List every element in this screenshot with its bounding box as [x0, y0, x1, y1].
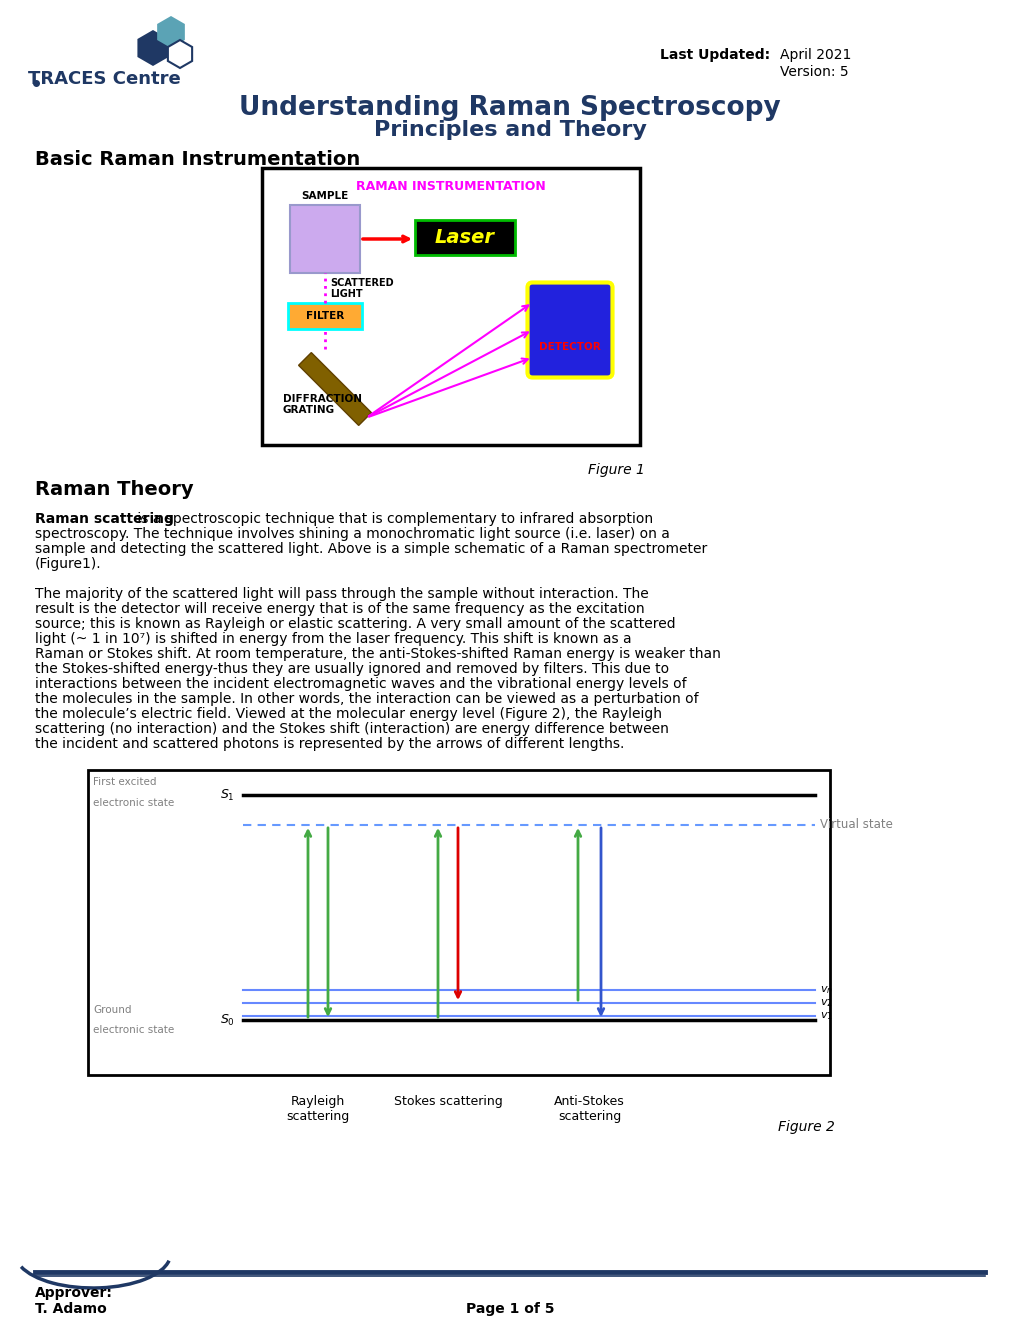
Text: Understanding Raman Spectroscopy: Understanding Raman Spectroscopy [238, 95, 781, 121]
Text: T. Adamo: T. Adamo [35, 1302, 107, 1316]
Text: Raman Theory: Raman Theory [35, 480, 194, 499]
Text: spectroscopy. The technique involves shining a monochromatic light source (i.e. : spectroscopy. The technique involves shi… [35, 527, 669, 541]
Polygon shape [157, 16, 184, 48]
Text: is a spectroscopic technique that is complementary to infrared absorption: is a spectroscopic technique that is com… [133, 512, 653, 525]
Text: result is the detector will receive energy that is of the same frequency as the : result is the detector will receive ener… [35, 602, 644, 616]
Bar [287, 304, 362, 329]
Text: Raman or Stokes shift. At room temperature, the anti-Stokes-shifted Raman energy: Raman or Stokes shift. At room temperatu… [35, 647, 720, 661]
Text: FILTER: FILTER [306, 312, 343, 321]
Bar [415, 220, 515, 255]
Text: the molecule’s electric field. Viewed at the molecular energy level (Figure 2), : the molecule’s electric field. Viewed at… [35, 708, 661, 721]
Text: sample and detecting the scattered light. Above is a simple schematic of a Raman: sample and detecting the scattered light… [35, 543, 706, 556]
Text: Raman scattering: Raman scattering [35, 512, 173, 525]
Text: light (~ 1 in 10⁷) is shifted in energy from the laser frequency. This shift is : light (~ 1 in 10⁷) is shifted in energy … [35, 632, 631, 645]
Text: Virtual state: Virtual state [819, 818, 892, 832]
Text: RAMAN INSTRUMENTATION: RAMAN INSTRUMENTATION [356, 180, 545, 193]
Text: Figure 2: Figure 2 [777, 1119, 835, 1134]
Polygon shape [168, 40, 192, 69]
Text: Page 1 of 5: Page 1 of 5 [466, 1302, 553, 1316]
Text: (Figure1).: (Figure1). [35, 557, 102, 572]
Text: DETECTOR: DETECTOR [539, 342, 600, 352]
Text: Approver:: Approver: [35, 1286, 113, 1300]
Text: Stokes scattering: Stokes scattering [393, 1096, 502, 1107]
Text: Anti-Stokes
scattering: Anti-Stokes scattering [553, 1096, 625, 1123]
Text: source; this is known as Rayleigh or elastic scattering. A very small amount of : source; this is known as Rayleigh or ela… [35, 616, 675, 631]
Text: First excited: First excited [93, 777, 156, 787]
Bar [88, 770, 829, 1074]
Polygon shape [138, 30, 168, 66]
Text: $S_0$: $S_0$ [220, 1012, 234, 1027]
Text: GRATING: GRATING [282, 405, 335, 414]
Text: electronic state: electronic state [93, 1026, 174, 1035]
Bar [262, 168, 639, 445]
Text: electronic state: electronic state [93, 799, 174, 808]
Text: DIFFRACTION: DIFFRACTION [282, 393, 362, 404]
Text: Version: 5: Version: 5 [780, 65, 848, 79]
FancyBboxPatch shape [527, 282, 611, 378]
Bar [289, 205, 360, 273]
Text: the Stokes-shifted energy-thus they are usually ignored and removed by filters. : the Stokes-shifted energy-thus they are … [35, 663, 668, 676]
Text: the incident and scattered photons is represented by the arrows of different len: the incident and scattered photons is re… [35, 737, 624, 751]
Text: Rayleigh
scattering: Rayleigh scattering [286, 1096, 350, 1123]
Text: scattering (no interaction) and the Stokes shift (interaction) are energy differ: scattering (no interaction) and the Stok… [35, 722, 668, 737]
Text: SAMPLE: SAMPLE [301, 191, 348, 201]
Text: The majority of the scattered light will pass through the sample without interac: The majority of the scattered light will… [35, 587, 648, 601]
Text: interactions between the incident electromagnetic waves and the vibrational ener: interactions between the incident electr… [35, 677, 686, 690]
Text: $v_n$: $v_n$ [819, 985, 833, 995]
Text: Principles and Theory: Principles and Theory [373, 120, 646, 140]
Text: Basic Raman Instrumentation: Basic Raman Instrumentation [35, 150, 360, 169]
Text: Figure 1: Figure 1 [588, 463, 644, 477]
Text: Laser: Laser [434, 228, 494, 247]
Text: SCATTERED: SCATTERED [330, 279, 393, 288]
Text: LIGHT: LIGHT [330, 289, 363, 300]
Text: Last Updated:: Last Updated: [659, 48, 769, 62]
Text: $v_1$: $v_1$ [819, 1010, 832, 1022]
Text: April 2021: April 2021 [780, 48, 851, 62]
Text: $S_1$: $S_1$ [220, 788, 234, 803]
Text: $v_2$: $v_2$ [819, 997, 832, 1008]
Text: the molecules in the sample. In other words, the interaction can be viewed as a : the molecules in the sample. In other wo… [35, 692, 698, 706]
Polygon shape [299, 352, 371, 425]
Text: Ground: Ground [93, 1005, 131, 1015]
Text: TRACES Centre: TRACES Centre [28, 70, 180, 88]
